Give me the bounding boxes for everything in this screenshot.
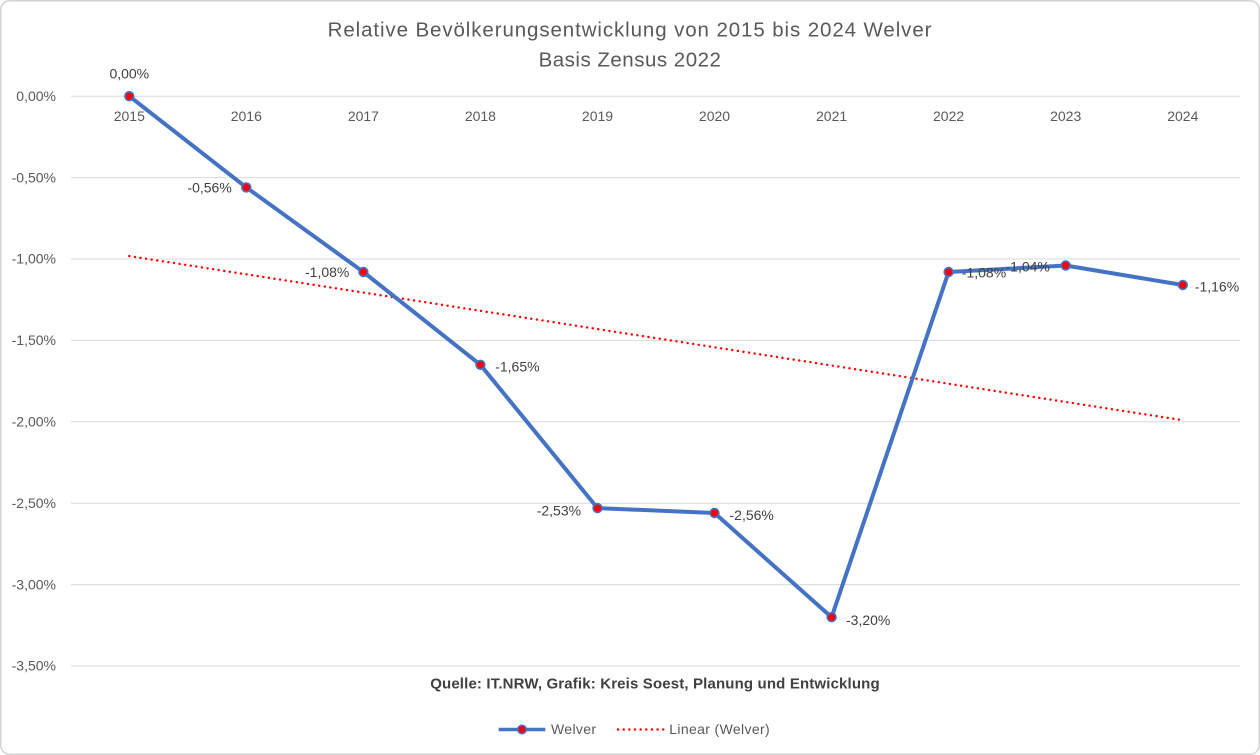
svg-text:2020: 2020 <box>699 108 730 124</box>
svg-text:-0,50%: -0,50% <box>12 169 56 185</box>
svg-text:Welver: Welver <box>551 721 596 737</box>
svg-text:2015: 2015 <box>114 108 145 124</box>
svg-text:-0,56%: -0,56% <box>187 180 231 196</box>
svg-text:2016: 2016 <box>231 108 262 124</box>
svg-text:-3,20%: -3,20% <box>846 612 890 628</box>
svg-text:Quelle: IT.NRW, Grafik: Kreis: Quelle: IT.NRW, Grafik: Kreis Soest, Pla… <box>430 675 880 692</box>
svg-text:-1,00%: -1,00% <box>12 251 56 267</box>
svg-text:-3,00%: -3,00% <box>12 576 56 592</box>
svg-text:-1,50%: -1,50% <box>12 332 56 348</box>
svg-text:2023: 2023 <box>1050 108 1081 124</box>
svg-text:2024: 2024 <box>1167 108 1198 124</box>
svg-text:Linear (Welver): Linear (Welver) <box>669 721 770 737</box>
svg-text:2019: 2019 <box>582 108 613 124</box>
svg-text:-1,16%: -1,16% <box>1195 279 1239 295</box>
svg-text:2022: 2022 <box>933 108 964 124</box>
svg-text:-3,50%: -3,50% <box>12 658 56 674</box>
svg-text:-1,08%: -1,08% <box>305 264 349 280</box>
svg-text:2017: 2017 <box>348 108 379 124</box>
svg-text:-2,53%: -2,53% <box>537 503 581 519</box>
svg-text:Relative Bevölkerungsentwicklu: Relative Bevölkerungsentwicklung von 201… <box>328 19 933 42</box>
svg-text:Basis Zensus 2022: Basis Zensus 2022 <box>539 48 722 71</box>
svg-text:0,00%: 0,00% <box>16 88 56 104</box>
svg-text:-1,04%: -1,04% <box>1006 258 1050 274</box>
svg-text:2018: 2018 <box>465 108 496 124</box>
svg-text:-1,65%: -1,65% <box>495 359 539 375</box>
svg-text:-2,56%: -2,56% <box>730 507 774 523</box>
svg-text:-2,50%: -2,50% <box>12 495 56 511</box>
svg-text:0,00%: 0,00% <box>109 66 149 82</box>
svg-text:2021: 2021 <box>816 108 847 124</box>
svg-text:-1,08%: -1,08% <box>962 265 1006 281</box>
svg-text:-2,00%: -2,00% <box>12 414 56 430</box>
